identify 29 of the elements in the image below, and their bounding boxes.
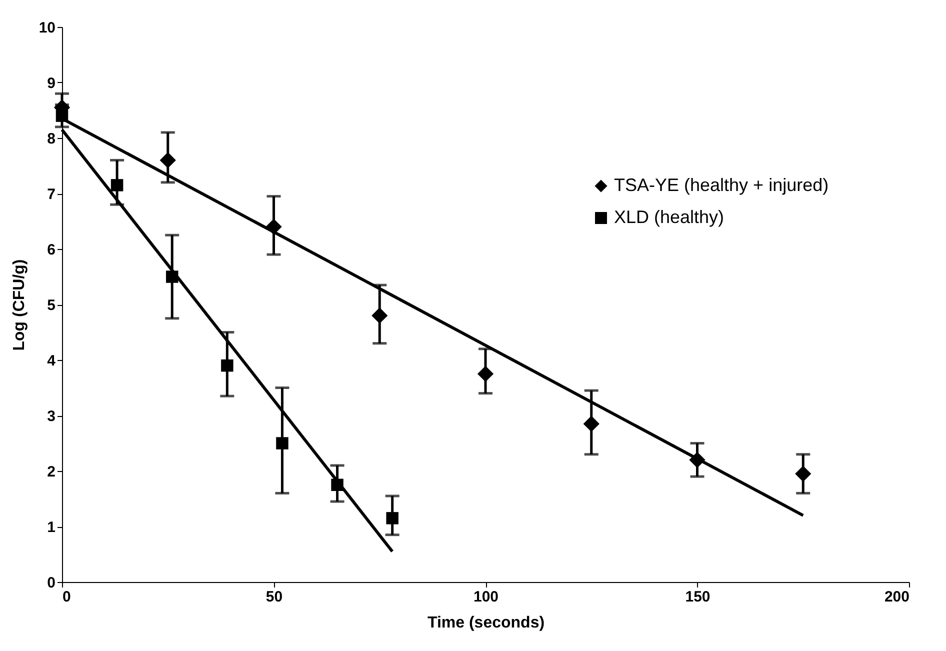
legend-label: TSA-YE (healthy + injured) — [614, 175, 829, 195]
y-tick-label: 5 — [47, 297, 56, 314]
point — [221, 359, 234, 372]
point — [276, 437, 288, 450]
y-tick-label: 7 — [47, 186, 56, 203]
y-tick-label: 9 — [47, 75, 56, 92]
x-tick-label: 0 — [62, 588, 71, 606]
x-tick-label: 50 — [266, 588, 283, 606]
point — [583, 416, 600, 432]
y-tick-label: 10 — [38, 20, 56, 36]
y-axis-title: Log (CFU/g) — [10, 259, 28, 351]
legend-label: XLD (healthy) — [614, 207, 724, 227]
x-axis-title: Time (seconds) — [427, 614, 545, 632]
point — [160, 152, 176, 168]
x-tick-label: 150 — [685, 588, 710, 606]
y-tick-label: 3 — [47, 408, 56, 425]
y-tick-label: 0 — [47, 574, 56, 592]
y-tick-label: 4 — [47, 352, 56, 370]
y-tick-label: 2 — [47, 464, 56, 480]
y-tick-label: 1 — [47, 519, 56, 536]
point — [110, 179, 124, 192]
point — [795, 466, 812, 482]
x-tick-label: 100 — [473, 588, 499, 606]
y-tick-label: 6 — [47, 242, 56, 258]
x-tick-label: 200 — [884, 588, 910, 606]
point — [372, 308, 388, 324]
y-tick-label: 8 — [47, 130, 56, 148]
point — [477, 366, 494, 382]
point — [386, 512, 398, 524]
